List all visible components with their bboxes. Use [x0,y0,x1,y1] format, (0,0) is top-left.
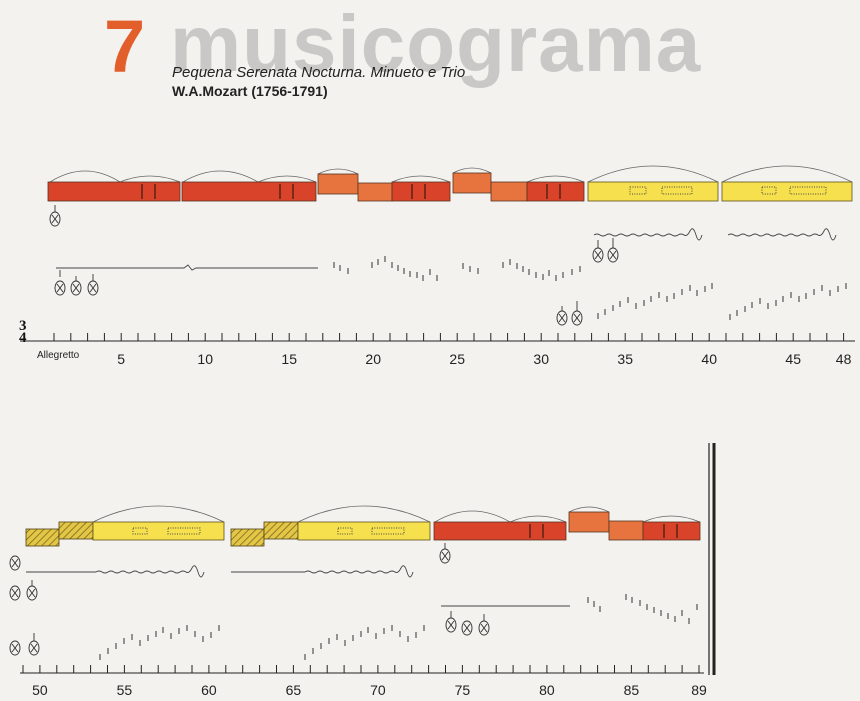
musicogram-number: 7 [104,5,145,88]
phrase-arc [642,515,701,523]
phrase-arc [434,510,511,523]
measure-label: 55 [117,682,133,698]
row1-blocks [47,165,853,202]
measure-label: 85 [624,682,640,698]
measure-label: 48 [836,351,852,367]
phrase-arc [721,165,853,183]
phrase-arc [92,505,225,523]
row2-ticks [22,665,700,673]
phrase-arc [257,175,317,183]
measure-label: 60 [201,682,217,698]
phrase-arc [119,175,181,183]
orange-block [452,172,492,194]
time-signature-bottom: 4 [19,330,27,346]
composer-line: W.A.Mozart (1756-1791) [172,83,328,99]
measure-label: 15 [281,351,297,367]
measure-label: 40 [701,351,717,367]
row1-measure-labels: 5 10 15 20 25 30 35 40 45 48 [117,351,851,367]
phrase-arc [587,165,719,183]
phrase-arc [297,505,431,523]
row2-melodic-lines [26,565,570,607]
measure-label: 75 [455,682,471,698]
hatched-block [263,521,299,540]
orange-block [357,182,393,202]
measure-label: 35 [617,351,633,367]
red-block [526,181,585,202]
piece-title: Pequena Serenata Nocturna. Minueto e Tri… [172,64,466,81]
row2-instrument-symbols [9,543,490,656]
phrase-arc [568,506,610,513]
yellow-block [92,521,225,541]
row1-melodic-lines [56,228,837,271]
measure-label: 50 [32,682,48,698]
measure-label: 89 [691,682,707,698]
phrase-arc [526,175,585,183]
orange-block [608,520,644,541]
measure-label: 65 [286,682,302,698]
row1-ticks [53,333,845,341]
time-signature-top: 3 [19,318,27,334]
measure-label: 80 [539,682,555,698]
row2-blocks [25,505,701,547]
yellow-block [587,181,719,202]
orange-block [568,511,610,533]
hatched-block [58,521,94,540]
phrase-arc [509,515,567,523]
measure-label: 5 [117,351,125,367]
phrase-arc [452,167,492,174]
measure-label: 70 [370,682,386,698]
hatched-block [230,528,265,547]
measure-label: 10 [197,351,213,367]
phrase-arc [391,175,451,183]
row1-note-ticks [333,256,847,320]
phrase-arc [182,170,259,183]
phrase-arc [49,170,121,183]
row2-measure-labels: 50 55 60 65 70 75 80 85 89 [32,682,707,698]
red-block [391,181,451,202]
measure-label: 45 [785,351,801,367]
measure-label: 25 [449,351,465,367]
orange-block [490,181,528,202]
red-block [433,521,567,541]
red-block [642,521,701,541]
musicogram-heading: musicograma [170,0,702,88]
tempo-marking: Allegretto [37,350,80,361]
phrase-arc [317,168,359,175]
red-block [47,181,181,202]
row1-instrument-symbols [49,205,619,326]
final-double-barline [708,443,716,675]
measure-label: 30 [533,351,549,367]
yellow-block [721,181,853,202]
time-signature: 3 4 [19,318,27,346]
yellow-block [297,521,431,541]
red-block [181,181,317,202]
hatched-block [25,528,60,547]
row2-note-ticks [99,594,698,660]
orange-block [317,173,359,195]
measure-label: 20 [365,351,381,367]
